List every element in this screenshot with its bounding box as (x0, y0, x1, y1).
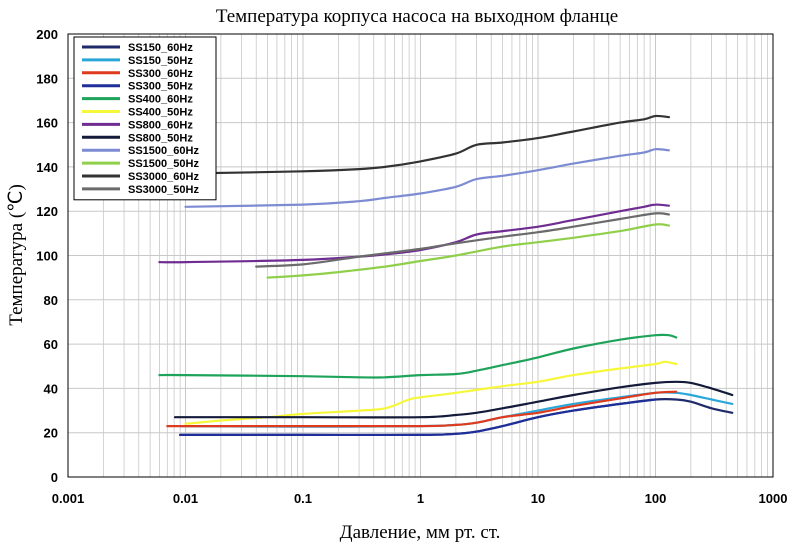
legend-box (73, 36, 217, 201)
x-tick-label: 0.1 (294, 491, 312, 506)
legend-label: SS3000_60Hz (128, 171, 199, 183)
tick-labels: 0.001 0.01 0.1 1 10 100 1000 0 20 40 60 80 100 120 140… (36, 27, 787, 506)
legend-label: SS400_50Hz (128, 107, 193, 119)
legend-label: SS300_50Hz (128, 81, 193, 93)
x-tick-label: 100 (645, 491, 667, 506)
series-line-ss1500_60hz (184, 148, 670, 208)
series-lines (158, 114, 734, 437)
x-tick-label: 0.001 (52, 491, 85, 506)
series-line-ss3000_60hz (184, 114, 670, 175)
y-tick-label: 160 (36, 116, 58, 131)
series-line-ss3000_50hz (255, 212, 670, 268)
series-line-ss1500_50hz (266, 223, 670, 279)
legend-label: SS300_60Hz (128, 68, 193, 80)
series-line-ss400_50hz (184, 360, 678, 425)
x-tick-label: 0.01 (173, 491, 198, 506)
y-tick-label: 140 (36, 160, 58, 175)
y-tick-label: 180 (36, 71, 58, 86)
y-axis-label: Температура (℃) (6, 184, 27, 326)
legend-label: SS1500_60Hz (128, 145, 199, 157)
series-line-ss300_60hz (166, 390, 678, 428)
legend-label: SS3000_50Hz (128, 184, 199, 196)
y-tick-label: 100 (36, 249, 58, 264)
y-tick-label: 120 (36, 204, 58, 219)
y-tick-label: 40 (44, 381, 58, 396)
y-tick-label: 200 (36, 27, 58, 42)
legend-label: SS400_60Hz (128, 94, 193, 106)
x-tick-label: 1000 (759, 491, 788, 506)
legend: SS150_60HzSS150_50HzSS300_60HzSS300_50Hz… (73, 36, 217, 201)
series-line-ss400_60hz (158, 333, 678, 379)
y-tick-label: 20 (44, 426, 58, 441)
legend-label: SS800_50Hz (128, 132, 193, 144)
x-tick-label: 10 (531, 491, 545, 506)
plot-frame (67, 33, 774, 478)
x-axis-label: Давление, мм рт. ст. (340, 522, 501, 543)
x-tick-label: 1 (417, 491, 424, 506)
legend-label: SS1500_50Hz (128, 158, 199, 170)
series-line-ss800_50hz (173, 380, 734, 419)
y-tick-label: 80 (44, 293, 58, 308)
chart-title: Температура корпуса насоса на выходном ф… (216, 6, 618, 27)
y-tick-label: 60 (44, 337, 58, 352)
legend-label: SS800_60Hz (128, 119, 193, 131)
legend-label: SS150_50Hz (128, 55, 193, 67)
series-line-ss300_50hz (179, 398, 657, 437)
series-line-ss800_60hz (158, 203, 670, 264)
legend-label: SS150_60Hz (128, 42, 193, 54)
y-tick-label: 0 (51, 470, 58, 485)
